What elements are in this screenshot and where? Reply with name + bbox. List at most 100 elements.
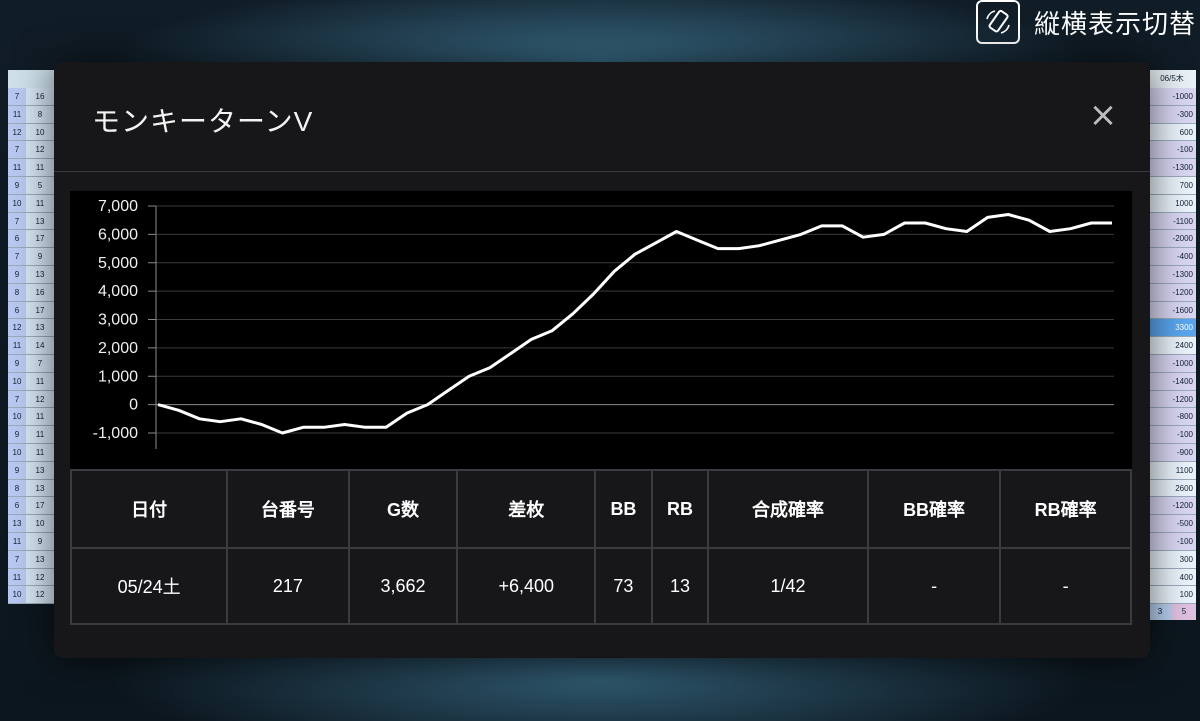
- right-side-cell: 600: [1148, 123, 1196, 141]
- rotate-screen-icon[interactable]: [975, 0, 1020, 44]
- table-cell: 217: [226, 547, 350, 625]
- table-cell: -: [999, 547, 1132, 625]
- right-side-cell: 300: [1148, 550, 1196, 568]
- left-side-row: 11 11: [8, 159, 54, 177]
- table-header-cell: 合成確率: [707, 469, 869, 549]
- close-icon[interactable]: ×: [1088, 95, 1118, 135]
- table-cell: 13: [650, 547, 710, 625]
- left-side-cell: 17: [26, 497, 54, 515]
- left-side-cell: 10: [8, 586, 26, 604]
- right-side-cell: 400: [1148, 568, 1196, 586]
- modal-header: モンキーターンV ×: [54, 62, 1150, 172]
- left-side-row: 10 12: [8, 586, 54, 605]
- left-side-cell: 10: [26, 515, 54, 532]
- right-side-row: -400: [1148, 248, 1196, 266]
- right-side-cell: 1100: [1148, 461, 1196, 479]
- left-side-cell: 9: [8, 176, 26, 194]
- left-side-cell: 7: [26, 354, 54, 372]
- summary-table: 日付 台番号 G数 差枚 BB RB 合成確率 BB確率 RB確率 05/24土 217 3,662…: [69, 469, 1132, 625]
- right-side-row: 600: [1148, 123, 1196, 142]
- left-side-row: 7 16: [8, 88, 54, 106]
- right-side-row: 700: [1148, 176, 1196, 195]
- left-side-row: 9 13: [8, 461, 54, 480]
- right-side-cell: 2600: [1148, 479, 1196, 497]
- right-side-cell: -100: [1148, 141, 1196, 159]
- left-side-table: 7 16 11 8 12 10 7 12 11 11 9 5 10 11 7 13 6 17 7 9 9 13 8 16 6 17…: [8, 70, 54, 605]
- right-side-row: 1100: [1148, 461, 1196, 480]
- right-side-cell: -1600: [1148, 301, 1196, 319]
- left-side-cell: 7: [8, 141, 26, 159]
- left-side-cell: 12: [26, 141, 54, 159]
- left-side-cell: 11: [8, 568, 26, 586]
- machine-detail-modal: モンキーターンV × 7,000 6,000 5,000 4,000 3,000 2,00…: [54, 62, 1150, 658]
- y-tick-label: 3,000: [98, 312, 138, 329]
- table-header-cell: BB確率: [866, 469, 1002, 549]
- y-tick-label: 2,000: [98, 340, 138, 357]
- left-side-cell: 11: [26, 194, 54, 212]
- left-side-row: 10 11: [8, 194, 54, 213]
- table-header-cell: 台番号: [226, 469, 350, 549]
- left-side-cell: 13: [8, 515, 26, 532]
- left-side-cell: 8: [26, 105, 54, 123]
- left-side-row: 11 14: [8, 337, 54, 355]
- y-tick-label: 1,000: [98, 368, 138, 385]
- line-chart: 7,000 6,000 5,000 4,000 3,000 2,000 1,000 0 -1,0…: [70, 191, 1132, 469]
- left-side-cell: 12: [8, 319, 26, 337]
- left-side-cell: 10: [8, 194, 26, 212]
- left-side-cell: 13: [26, 319, 54, 337]
- left-side-cell: 12: [26, 568, 54, 586]
- right-side-row: -900: [1148, 443, 1196, 462]
- footer-rb: 5: [1172, 604, 1196, 621]
- right-side-row: 400: [1148, 568, 1196, 587]
- left-side-cell: 9: [8, 461, 26, 479]
- right-side-cell: -100: [1148, 532, 1196, 550]
- left-side-cell: 11: [8, 105, 26, 123]
- left-side-row: 11 12: [8, 568, 54, 587]
- left-side-row: 9 13: [8, 265, 54, 284]
- right-side-row: -1100: [1148, 212, 1196, 231]
- right-side-footer: 3 5: [1148, 604, 1196, 621]
- left-side-cell: 8: [8, 283, 26, 301]
- right-side-row: -1200: [1148, 390, 1196, 409]
- left-side-row: 10 11: [8, 408, 54, 427]
- table-cell: -: [866, 547, 1002, 625]
- table-header-cell: G数: [347, 469, 459, 549]
- right-side-cell: -800: [1148, 408, 1196, 426]
- right-side-row: -2000: [1148, 230, 1196, 249]
- left-side-cell: 12: [26, 390, 54, 408]
- right-side-row: 2600: [1148, 479, 1196, 498]
- left-side-cell: 8: [8, 479, 26, 497]
- left-side-cell: 13: [26, 550, 54, 568]
- table-header-cell: 差枚: [456, 469, 597, 549]
- right-side-row: -1200: [1148, 497, 1196, 516]
- left-side-cell: 11: [8, 532, 26, 550]
- left-side-cell: 9: [8, 265, 26, 283]
- close-button[interactable]: ×: [1086, 98, 1120, 134]
- right-side-cell: -400: [1148, 248, 1196, 265]
- left-side-cell: 7: [8, 248, 26, 265]
- orientation-toggle[interactable]: 縦横表示切替: [696, 0, 1200, 44]
- left-side-cell: 12: [8, 123, 26, 141]
- right-side-cell: -1300: [1148, 159, 1196, 176]
- left-side-row: 11 8: [8, 105, 54, 124]
- left-side-cell: 7: [8, 212, 26, 230]
- table-row: 05/24土 217 3,662 +6,400 73 13 1/42- -: [69, 547, 1132, 625]
- table-cell: 3,662: [347, 547, 459, 625]
- left-side-cell: 11: [26, 372, 54, 390]
- left-side-cell: 9: [26, 248, 54, 265]
- right-side-cell: -1200: [1148, 497, 1196, 515]
- right-side-row: 1000: [1148, 194, 1196, 213]
- left-side-row: 8 16: [8, 283, 54, 302]
- left-side-cell: 11: [26, 159, 54, 176]
- right-side-cell: 2400: [1148, 337, 1196, 354]
- left-side-cell: 7: [8, 390, 26, 408]
- right-side-row: -800: [1148, 408, 1196, 427]
- y-tick-label: 0: [129, 397, 138, 414]
- left-side-row: 7 12: [8, 141, 54, 160]
- right-side-row: 100: [1148, 586, 1196, 605]
- orientation-toggle-label[interactable]: 縦横表示切替: [1033, 9, 1196, 40]
- left-side-cell: 11: [26, 443, 54, 461]
- left-side-row: 7 12: [8, 390, 54, 409]
- left-side-row: 8 13: [8, 479, 54, 498]
